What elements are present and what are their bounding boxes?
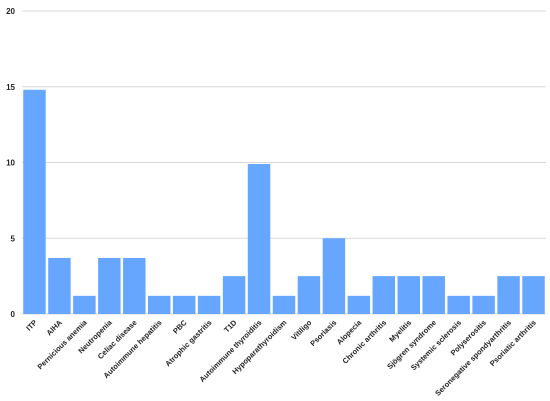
bar-hypoparathyroidism [272, 295, 296, 314]
y-tick-label: 10 [6, 159, 15, 168]
x-category-label: AIHA [45, 318, 65, 338]
x-category-label: ITP [24, 318, 39, 333]
bar-atrophic-gastritis [197, 295, 221, 314]
bar-myelitis [397, 276, 420, 314]
y-tick-label: 5 [11, 234, 16, 243]
bar-alopecia [347, 295, 371, 314]
x-category-label: Chronic arthritis [341, 318, 389, 366]
bar-psoriatic-arthritis [522, 276, 545, 314]
bar-pbc [172, 295, 196, 314]
y-tick-label: 20 [6, 7, 15, 16]
bar-autoimmune-hepatitis [148, 295, 171, 314]
x-category-label: Atrophic gastritis [163, 318, 213, 368]
bar-pernicious-anemia [73, 295, 96, 314]
bars [23, 89, 545, 314]
bar-vitiligo [297, 276, 321, 314]
bar-systemic-sclerosis [447, 295, 470, 314]
bar-celiac-disease [123, 257, 146, 314]
y-tick-label: 0 [11, 310, 16, 319]
bar-aiha [48, 257, 71, 314]
bar-autoimmune-thyroiditis [247, 164, 271, 314]
bar-sj-gren-syndrome [422, 276, 445, 314]
x-category-label: Vitiligo [289, 318, 313, 342]
bar-polyserositis [472, 295, 495, 314]
bar-chronic-arthritis [372, 276, 396, 314]
x-category-label: T1D [222, 318, 239, 335]
x-category-label: Psoriasis [308, 318, 338, 348]
bar-itp [23, 89, 46, 314]
bar-seronegative-spondyarthritis [497, 276, 520, 314]
bar-psoriasis [322, 238, 346, 314]
y-tick-label: 15 [6, 83, 15, 92]
bar-t1d [222, 276, 246, 314]
x-category-label: PBC [171, 318, 189, 336]
x-category-label: Psoriatic arthritis [488, 318, 538, 368]
bar-neutropenia [98, 257, 121, 314]
y-axis-tick-labels: 0 5 10 15 20 [6, 7, 15, 319]
